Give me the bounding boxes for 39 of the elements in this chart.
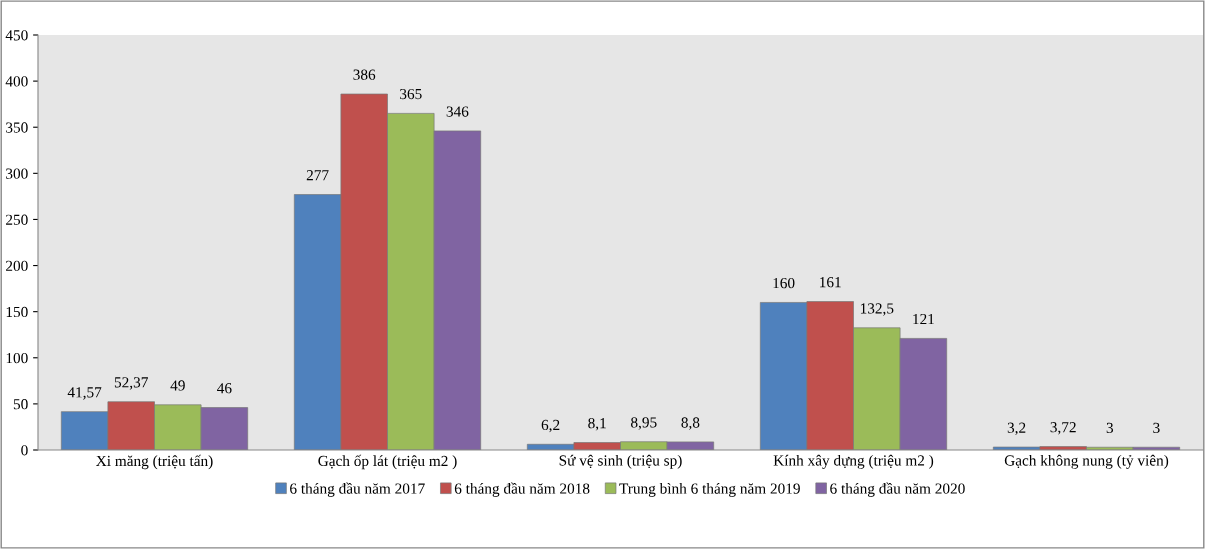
x-tick-label: Gạch không nung (tỷ viên) (1004, 454, 1169, 469)
data-label: 8,8 (681, 417, 700, 430)
y-tick-label: 100 (6, 352, 28, 364)
x-tick-label: Gạch ốp lát (triệu m2 ) (318, 454, 457, 470)
data-label: 121 (913, 313, 934, 325)
data-label: 8,1 (588, 418, 606, 431)
y-tick-label: 450 (5, 30, 28, 41)
data-label: 132,5 (860, 303, 894, 316)
legend-label: 6 tháng đầu năm 2017 (290, 482, 425, 497)
data-label: 3 (1153, 422, 1160, 434)
data-label: 8,95 (631, 417, 657, 430)
y-tick-label: 0 (21, 445, 28, 456)
data-label: 46 (217, 383, 232, 394)
x-tick-label: Xi măng (triệu tấn) (96, 454, 213, 470)
y-tick-label: 350 (6, 122, 28, 133)
y-tick-label: 50 (13, 399, 28, 410)
data-label: 365 (400, 88, 422, 100)
data-label: 277 (306, 170, 329, 181)
legend-label: 6 tháng đầu năm 2018 (454, 482, 590, 497)
legend-label: 6 tháng đầu năm 2020 (830, 482, 965, 497)
x-tick-label: Kính xây dựng (triệu m2 ) (773, 454, 934, 469)
y-tick-label: 250 (6, 214, 28, 225)
legend-label: Trung bình 6 tháng năm 2019 (619, 482, 800, 497)
y-tick-label: 150 (6, 306, 28, 318)
data-label: 3,72 (1050, 422, 1076, 435)
data-label: 3,2 (1007, 422, 1026, 436)
data-label: 6,2 (541, 419, 560, 433)
data-label: 49 (170, 380, 185, 391)
y-tick-label: 200 (6, 260, 28, 272)
x-tick-label: Sứ vệ sinh (triệu sp) (559, 454, 682, 469)
data-label: 160 (773, 277, 795, 289)
data-label: 386 (353, 69, 376, 80)
data-label: 52,37 (114, 377, 148, 390)
data-label: 346 (446, 106, 469, 117)
y-tick-label: 300 (6, 168, 28, 179)
data-label: 161 (820, 277, 841, 288)
data-label: 3 (1106, 422, 1114, 434)
y-tick-label: 400 (5, 76, 28, 87)
data-label: 41,57 (67, 387, 102, 400)
